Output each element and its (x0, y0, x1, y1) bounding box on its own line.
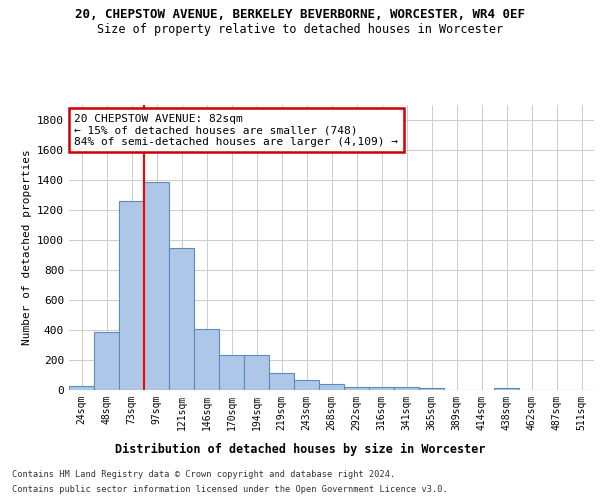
Bar (69, 386, 94, 390)
Bar (244, 355, 269, 390)
Bar (494, 388, 519, 390)
Bar (269, 373, 294, 390)
Text: Contains public sector information licensed under the Open Government Licence v3: Contains public sector information licen… (12, 485, 448, 494)
Text: Contains HM Land Registry data © Crown copyright and database right 2024.: Contains HM Land Registry data © Crown c… (12, 470, 395, 479)
Bar (369, 387, 394, 390)
Bar (94, 332, 119, 390)
Bar (219, 355, 244, 390)
Bar (169, 248, 194, 390)
Bar (194, 328, 219, 390)
Text: 20, CHEPSTOW AVENUE, BERKELEY BEVERBORNE, WORCESTER, WR4 0EF: 20, CHEPSTOW AVENUE, BERKELEY BEVERBORNE… (75, 8, 525, 20)
Bar (119, 201, 144, 390)
Bar (394, 387, 419, 390)
Bar (144, 182, 169, 390)
Bar (344, 387, 369, 390)
Bar (319, 384, 344, 390)
Bar (419, 388, 444, 390)
Text: Distribution of detached houses by size in Worcester: Distribution of detached houses by size … (115, 442, 485, 456)
Bar (294, 380, 319, 390)
Y-axis label: Number of detached properties: Number of detached properties (22, 150, 32, 346)
Text: 20 CHEPSTOW AVENUE: 82sqm
← 15% of detached houses are smaller (748)
84% of semi: 20 CHEPSTOW AVENUE: 82sqm ← 15% of detac… (74, 114, 398, 147)
Text: Size of property relative to detached houses in Worcester: Size of property relative to detached ho… (97, 22, 503, 36)
